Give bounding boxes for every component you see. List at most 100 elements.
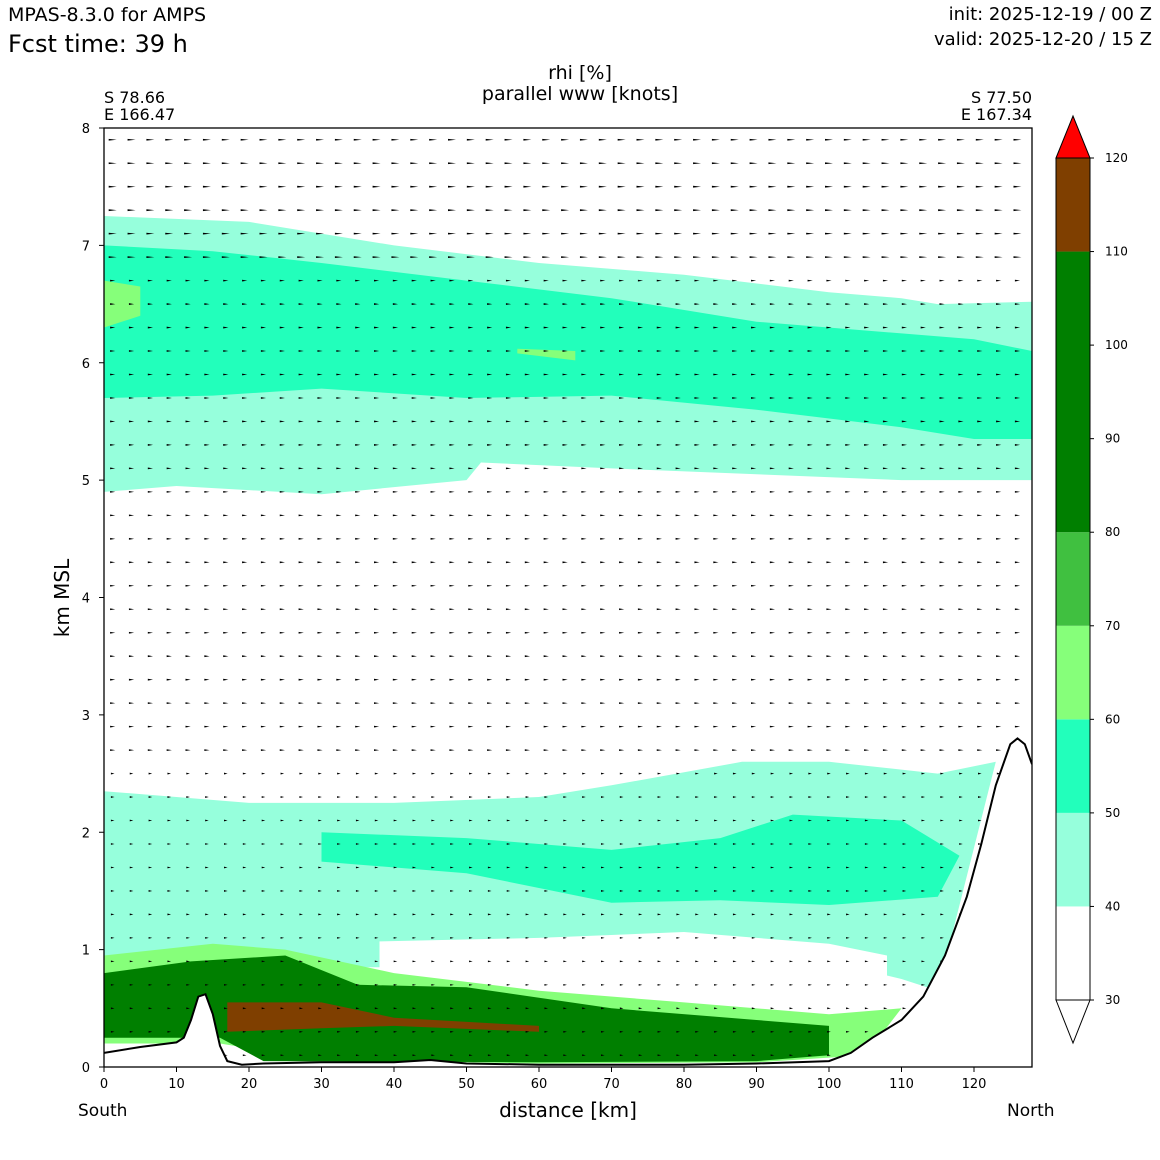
wind-arrow	[751, 561, 757, 564]
wind-arrow	[582, 819, 586, 822]
wind-arrow	[146, 256, 155, 259]
wind-arrow	[317, 490, 323, 493]
wind-arrow	[864, 279, 870, 282]
wind-arrow	[543, 725, 549, 728]
wind-arrow	[882, 514, 889, 517]
wind-arrow	[242, 749, 248, 751]
wind-arrow	[882, 397, 889, 399]
wind-arrow	[353, 185, 362, 188]
wind-arrow	[430, 655, 436, 658]
wind-arrow	[638, 866, 643, 869]
wind-arrow	[487, 279, 493, 282]
wind-arrow	[920, 420, 926, 423]
wind-arrow	[579, 256, 588, 259]
wind-arrow	[430, 444, 436, 446]
wind-arrow	[919, 185, 928, 188]
wind-arrow	[391, 185, 400, 188]
wind-arrow	[768, 138, 777, 141]
wind-arrow	[524, 584, 530, 587]
wind-arrow	[768, 256, 777, 259]
wind-arrow	[977, 444, 983, 446]
wind-arrow	[845, 420, 851, 423]
wind-arrow	[544, 772, 549, 775]
wind-arrow	[695, 843, 699, 845]
colorbar-band-30	[1056, 906, 1090, 1000]
wind-arrow	[749, 209, 758, 212]
wind-arrow	[127, 232, 136, 235]
wind-arrow	[582, 1030, 586, 1033]
wind-arrow	[939, 678, 945, 681]
wind-arrow	[732, 514, 738, 517]
wind-arrow	[450, 1030, 454, 1033]
wind-arrow	[619, 913, 624, 916]
wind-arrow	[167, 843, 172, 845]
wind-arrow	[487, 702, 493, 705]
wind-arrow	[561, 162, 570, 165]
wind-arrow	[485, 138, 494, 141]
wind-arrow	[392, 373, 399, 376]
wind-arrow	[110, 514, 116, 517]
wind-arrow	[619, 1054, 624, 1057]
wind-arrow	[768, 209, 777, 212]
wind-arrow	[864, 655, 870, 658]
wind-arrow	[242, 444, 248, 446]
wind-arrow	[676, 1007, 680, 1010]
wind-arrow	[505, 444, 512, 446]
wind-arrow	[542, 232, 551, 235]
wind-arrow	[505, 678, 512, 681]
wind-arrow	[751, 866, 756, 869]
wind-arrow	[769, 397, 776, 399]
wind-arrow	[881, 209, 890, 212]
y-tick-label: 5	[82, 474, 90, 489]
wind-arrow	[506, 890, 511, 892]
y-tick-label: 1	[82, 944, 90, 959]
wind-arrow	[468, 725, 474, 728]
wind-arrow	[826, 514, 832, 517]
wind-arrow	[920, 725, 926, 728]
wind-arrow	[711, 138, 720, 141]
wind-arrow	[920, 303, 926, 305]
wind-arrow	[656, 373, 662, 376]
wind-arrow	[336, 655, 342, 658]
wind-arrow	[900, 232, 909, 235]
wind-arrow	[638, 819, 643, 822]
wind-arrow	[807, 350, 813, 352]
wind-arrow	[412, 983, 417, 986]
wind-arrow	[355, 819, 360, 822]
wind-arrow	[582, 843, 586, 845]
wind-arrow	[185, 350, 191, 352]
wind-arrow	[619, 749, 625, 751]
wind-arrow	[110, 303, 116, 305]
wind-arrow	[732, 350, 738, 352]
wind-arrow	[827, 913, 831, 916]
wind-arrow	[186, 983, 190, 986]
wind-arrow	[431, 913, 435, 916]
wind-arrow	[411, 397, 417, 399]
wind-arrow	[826, 350, 832, 352]
wind-arrow	[223, 326, 229, 329]
wind-arrow	[412, 843, 417, 845]
wind-arrow	[523, 209, 532, 212]
wind-arrow	[714, 960, 718, 963]
wind-arrow	[751, 326, 757, 329]
wind-arrow	[619, 279, 625, 282]
wind-arrow	[242, 936, 247, 939]
wind-arrow	[675, 279, 681, 282]
wind-arrow	[825, 256, 833, 259]
wind-arrow	[374, 890, 379, 892]
left-latitude: S 78.66	[104, 88, 166, 107]
wind-arrow	[959, 843, 963, 845]
wind-arrow	[240, 232, 249, 235]
wind-arrow	[938, 232, 947, 235]
wind-arrow	[392, 467, 399, 470]
wind-arrow	[223, 561, 229, 564]
wind-arrow	[261, 796, 266, 798]
wind-arrow	[505, 279, 512, 282]
wind-arrow	[808, 890, 812, 892]
wind-arrow	[807, 655, 813, 658]
wind-arrow	[769, 608, 776, 611]
wind-arrow	[297, 209, 306, 212]
wind-arrow	[505, 631, 512, 634]
wind-arrow	[563, 890, 567, 892]
wind-arrow	[223, 350, 229, 352]
